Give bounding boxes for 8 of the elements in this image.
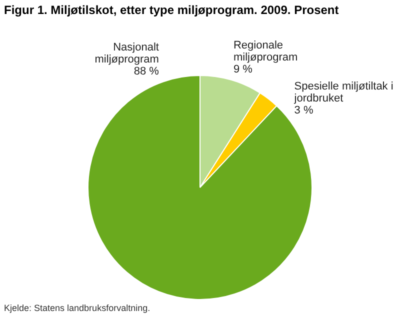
slice-label: Spesielle miljøtiltak i jordbruket: [293, 80, 394, 104]
data-label: 9 %: [233, 63, 253, 76]
chart-title: Figur 1. Miljøtilskot, etter type miljøprogram. 2009. Prosent: [4, 3, 339, 17]
data-label: 88 %: [134, 66, 160, 78]
text: Kjelde: Statens landbruksforvaltning.: [4, 303, 150, 313]
slice-label: Regionale miljøprogram: [233, 39, 298, 64]
slice-label: Nasjonalt miljøprogram: [94, 42, 159, 66]
data-label: 3 %: [294, 104, 314, 116]
